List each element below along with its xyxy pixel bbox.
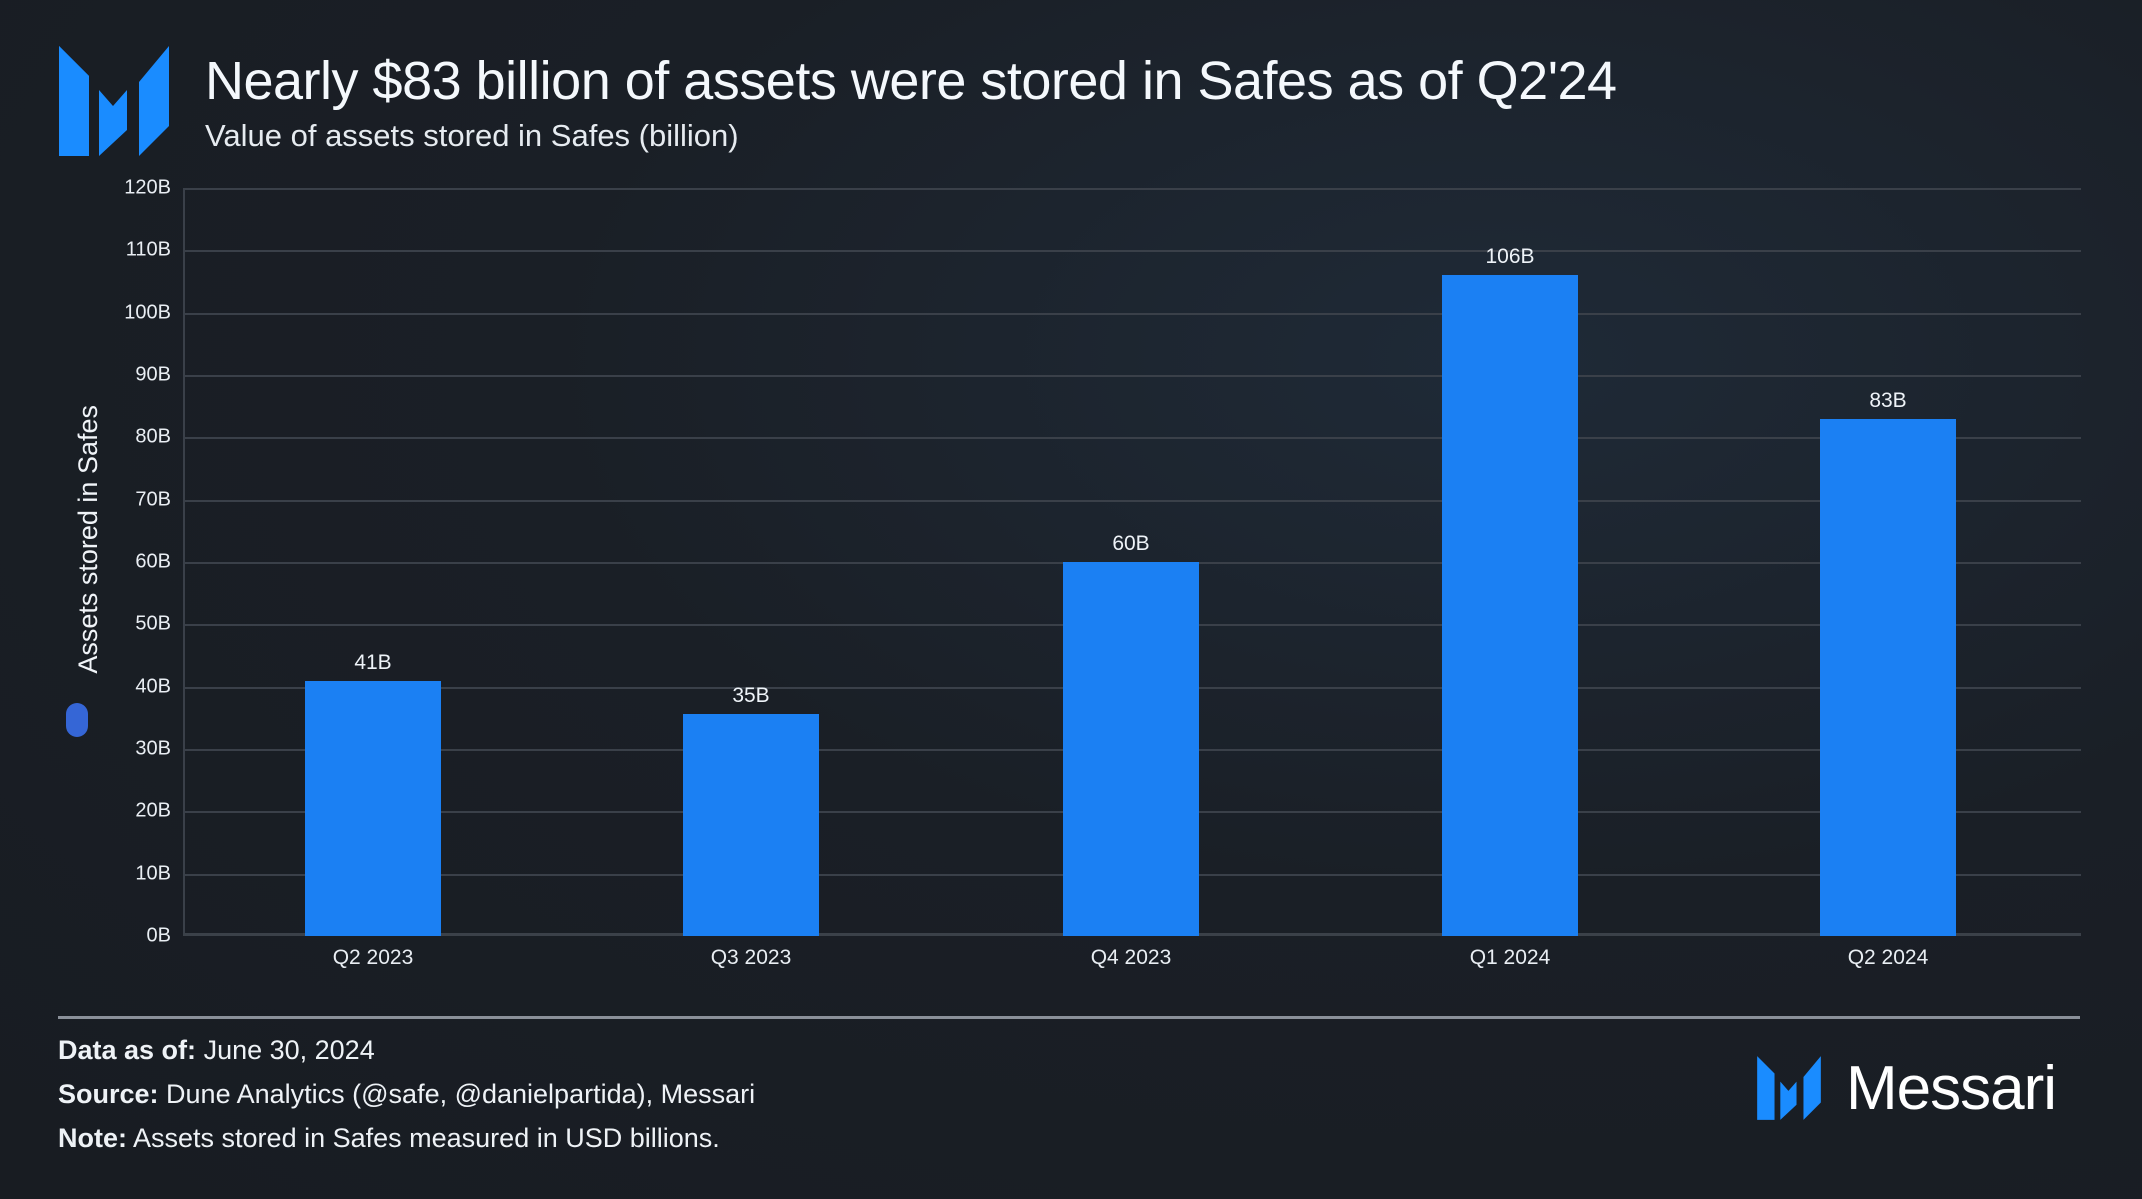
- source-line: Source: Dune Analytics (@safe, @danielpa…: [58, 1072, 755, 1116]
- y-tick-label: 40B: [135, 675, 171, 698]
- brand-name: Messari: [1846, 1053, 2057, 1123]
- chart-title: Nearly $83 billion of assets were stored…: [205, 51, 1617, 111]
- y-tick-label: 60B: [135, 550, 171, 573]
- bar-value-label: 41B: [354, 651, 392, 674]
- legend-swatch: [66, 703, 88, 737]
- legend: Assets stored in Safes: [58, 405, 103, 740]
- bar-value-label: 83B: [1869, 389, 1907, 412]
- bar-value-label: 60B: [1112, 532, 1150, 555]
- y-tick-label: 110B: [125, 238, 171, 261]
- y-tick-label: 20B: [135, 799, 171, 822]
- chart-subtitle: Value of assets stored in Safes (billion…: [205, 118, 739, 153]
- bar-value-label: 35B: [732, 684, 770, 707]
- bar-value-label: 106B: [1485, 245, 1535, 268]
- data-as-of-line: Data as of: June 30, 2024: [58, 1028, 755, 1072]
- bar-q4-2023[interactable]: [1063, 562, 1199, 936]
- y-tick-label: 120B: [124, 176, 171, 199]
- y-tick-label: 100B: [124, 301, 171, 324]
- x-tick-label: Q2 2023: [332, 946, 414, 969]
- gridline: [183, 188, 2081, 190]
- bar-q3-2023[interactable]: [683, 714, 819, 936]
- source-label: Source:: [58, 1079, 159, 1109]
- bar-q2-2023[interactable]: [305, 681, 441, 936]
- gridline: [183, 313, 2081, 315]
- x-tick-label: Q1 2024: [1469, 946, 1551, 969]
- y-axis-line: [183, 188, 185, 936]
- x-tick-label: Q3 2023: [710, 946, 792, 969]
- bar-q2-2024[interactable]: [1820, 419, 1956, 936]
- gridline: [183, 500, 2081, 502]
- y-tick-label: 70B: [135, 488, 171, 511]
- y-tick-label: 80B: [135, 425, 171, 448]
- note-line: Note: Assets stored in Safes measured in…: [58, 1116, 755, 1160]
- data-as-of-label: Data as of:: [58, 1035, 197, 1065]
- note-label: Note:: [58, 1123, 127, 1153]
- x-tick-label: Q4 2023: [1090, 946, 1172, 969]
- source-value: Dune Analytics (@safe, @danielpartida), …: [166, 1079, 756, 1109]
- data-as-of-value: June 30, 2024: [203, 1035, 375, 1065]
- y-tick-label: 50B: [135, 612, 171, 635]
- y-tick-label: 10B: [135, 862, 171, 885]
- footer-divider: [58, 1016, 2080, 1019]
- x-tick-label: Q2 2024: [1847, 946, 1929, 969]
- plot-area: 120B 110B 100B 90B 80B 70B 60B 50B 40B 3…: [124, 177, 2081, 969]
- bar-q1-2024[interactable]: [1442, 275, 1578, 936]
- y-tick-label: 0B: [146, 924, 171, 947]
- messari-brand-icon: [1757, 1056, 1821, 1120]
- messari-logo-icon: [59, 46, 169, 156]
- footer-notes: Data as of: June 30, 2024 Source: Dune A…: [58, 1028, 755, 1160]
- y-tick-label: 30B: [135, 737, 171, 760]
- gridline: [183, 375, 2081, 377]
- gridline: [183, 250, 2081, 252]
- brand-lockup: Messari: [1756, 1053, 2057, 1123]
- note-value: Assets stored in Safes measured in USD b…: [133, 1123, 720, 1153]
- gridline: [183, 437, 2081, 439]
- y-tick-label: 90B: [135, 363, 171, 386]
